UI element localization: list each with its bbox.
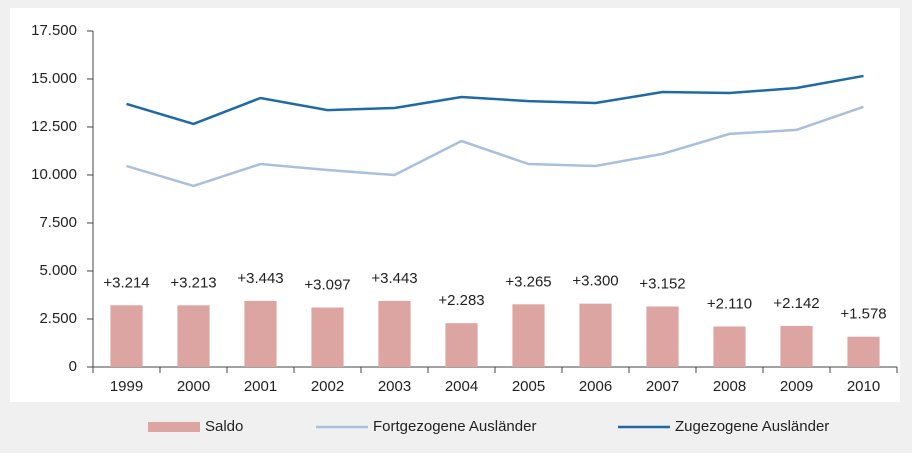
x-tick-label: 2002 (311, 378, 344, 395)
x-tick-label: 1999 (110, 378, 143, 395)
y-tick-label: 17.500 (31, 22, 77, 39)
x-tick-label: 2010 (847, 378, 880, 395)
line (126, 105, 864, 188)
data-label: +3.443 (371, 270, 417, 287)
legend-swatch (148, 422, 200, 432)
y-tick-label: 0 (69, 358, 77, 375)
bar (445, 323, 478, 367)
legend-label: Saldo (205, 418, 243, 435)
bar (780, 325, 813, 367)
bar (311, 307, 344, 367)
bar (847, 336, 880, 367)
data-label: +3.213 (170, 274, 216, 291)
bar (512, 304, 545, 367)
x-tick-label: 2009 (780, 378, 813, 395)
y-tick-label: 15.000 (31, 70, 77, 87)
data-label: +2.110 (707, 295, 752, 312)
legend-label: Fortgezogene Ausländer (373, 418, 536, 435)
y-tick-label: 5.000 (39, 262, 77, 279)
x-tick-label: 2000 (177, 378, 210, 395)
x-tick-label: 2003 (378, 378, 411, 395)
bar (378, 300, 411, 367)
y-tick-label: 10.000 (31, 166, 77, 183)
bar (646, 306, 679, 367)
x-tick-label: 2005 (512, 378, 545, 395)
x-tick-label: 2006 (579, 378, 612, 395)
y-tick-label: 7.500 (39, 214, 77, 231)
data-label: +2.142 (773, 295, 819, 312)
legend-label: Zugezogene Ausländer (675, 418, 829, 435)
data-label: +3.300 (572, 273, 618, 290)
x-tick-label: 2004 (445, 378, 478, 395)
data-label: +3.214 (103, 274, 149, 291)
data-label: +3.443 (237, 270, 283, 287)
y-tick-label: 2.500 (39, 310, 77, 327)
bar (177, 305, 210, 367)
line (126, 74, 864, 126)
x-tick-label: 2001 (244, 378, 277, 395)
x-tick-label: 2008 (713, 378, 746, 395)
data-label: +2.283 (438, 292, 484, 309)
bar (579, 303, 612, 367)
y-tick-label: 12.500 (31, 118, 77, 135)
bar (713, 326, 746, 367)
bar (110, 305, 143, 367)
data-label: +3.097 (304, 277, 350, 294)
data-label: +3.152 (639, 275, 685, 292)
data-label: +1.578 (840, 306, 886, 323)
bar (244, 300, 277, 367)
data-label: +3.265 (505, 273, 551, 290)
x-tick-label: 2007 (646, 378, 679, 395)
